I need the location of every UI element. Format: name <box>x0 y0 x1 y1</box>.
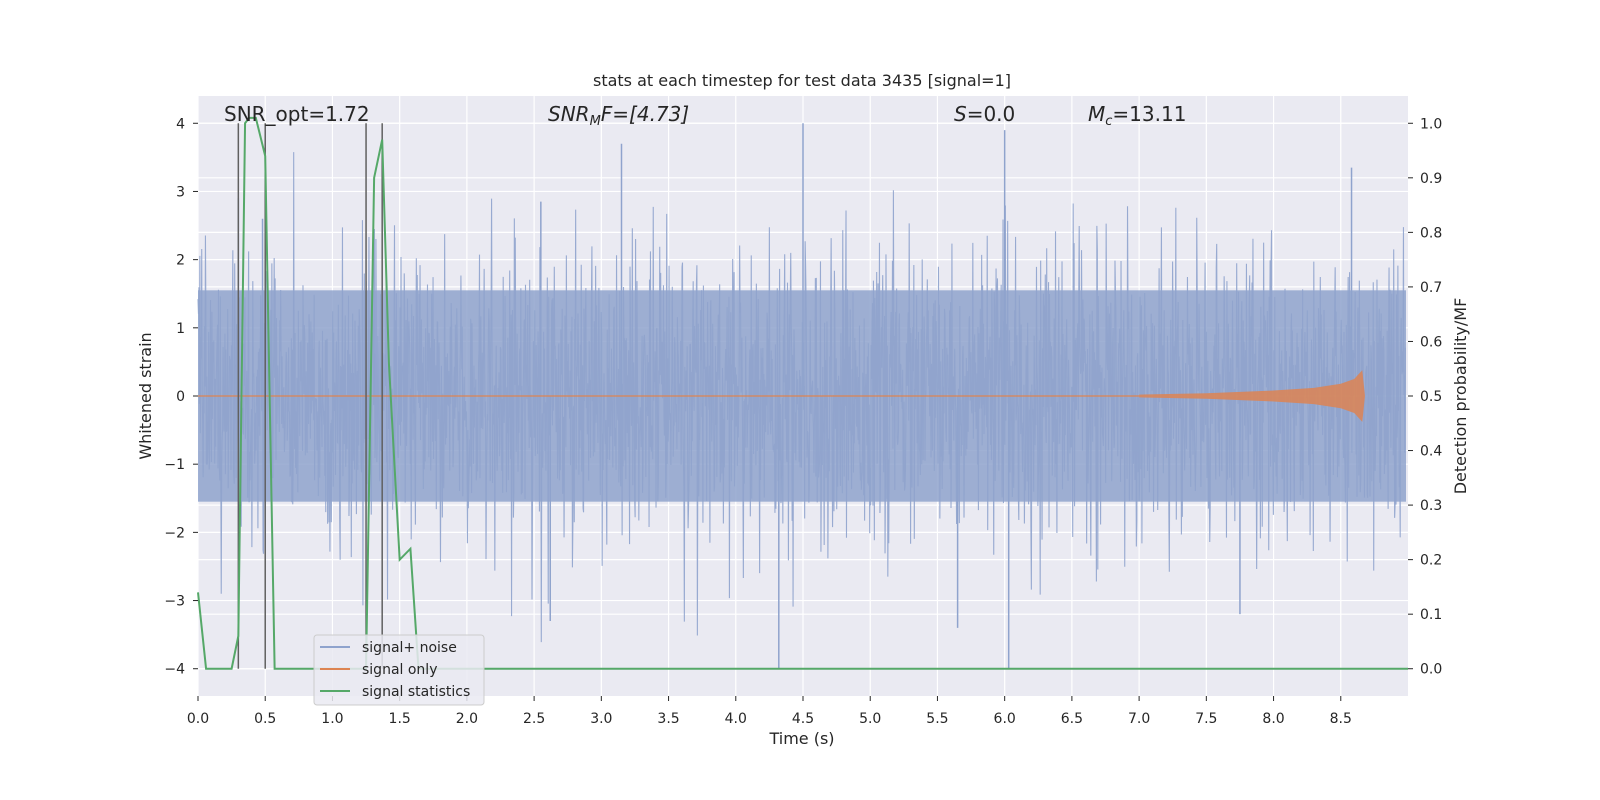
y-left-tick-label-6: 2 <box>176 253 185 269</box>
legend-label-0: signal+ noise <box>362 640 457 656</box>
legend: signal+ noise signal only signal statist… <box>313 634 485 706</box>
x-tick-label-6: 3.0 <box>590 711 612 727</box>
x-tick-label-15: 7.5 <box>1195 711 1217 727</box>
legend-label-1: signal only <box>362 662 437 678</box>
x-tick-label-11: 5.5 <box>926 711 948 727</box>
y-left-tick-label-1: −3 <box>164 594 185 610</box>
s-annotation: S=0.0 <box>954 102 1015 126</box>
s-label: S <box>954 102 967 126</box>
y-right-tick-label-3: 0.3 <box>1420 498 1442 514</box>
y-right-tick-label-6: 0.6 <box>1420 334 1442 350</box>
x-tick-label-12: 6.0 <box>994 711 1016 727</box>
mc-sub: c <box>1105 114 1112 129</box>
x-tick-label-1: 0.5 <box>254 711 276 727</box>
y-right-tick-label-1: 0.1 <box>1420 607 1442 623</box>
mc-annotation: Mc=13.11 <box>1088 102 1186 129</box>
x-tick-label-7: 3.5 <box>657 711 679 727</box>
mc-rest: =13.11 <box>1112 102 1186 126</box>
y-right-tick-label-8: 0.8 <box>1420 225 1442 241</box>
y-left-tick-label-7: 3 <box>176 184 185 200</box>
s-rest: =0.0 <box>967 102 1016 126</box>
y-right-tick-label-7: 0.7 <box>1420 280 1442 296</box>
y-left-tick-label-5: 1 <box>176 321 185 337</box>
y-right-axis-label: Detection probability/MF <box>1451 298 1470 495</box>
snr-opt-annotation: SNR_opt=1.72 <box>224 102 370 126</box>
x-axis-label: Time (s) <box>768 729 834 748</box>
snr-mf-label: SNR <box>548 102 590 126</box>
x-tick-label-10: 5.0 <box>859 711 881 727</box>
x-tick-label-16: 8.0 <box>1262 711 1284 727</box>
y-left-tick-label-4: 0 <box>176 389 185 405</box>
x-tick-label-3: 1.5 <box>389 711 411 727</box>
x-tick-label-2: 1.0 <box>321 711 343 727</box>
y-left-tick-label-8: 4 <box>176 116 185 132</box>
snr-mf-rest: F=[4.73] <box>601 102 689 126</box>
x-tick-label-9: 4.5 <box>792 711 814 727</box>
y-left-axis-ticks: −4 −3 −2 −1 0 1 2 3 4 <box>164 116 198 678</box>
legend-box <box>313 634 485 706</box>
x-tick-label-17: 8.5 <box>1330 711 1352 727</box>
x-tick-label-13: 6.5 <box>1061 711 1083 727</box>
x-tick-label-4: 2.0 <box>456 711 478 727</box>
snr-mf-annotation: SNRMF=[4.73] <box>548 102 689 129</box>
legend-label-2: signal statistics <box>362 684 470 700</box>
y-right-tick-label-4: 0.4 <box>1420 444 1442 460</box>
snr-mf-sub: M <box>590 114 601 129</box>
y-left-axis-label: Whitened strain <box>136 332 155 459</box>
y-right-tick-label-10: 1.0 <box>1420 116 1442 132</box>
x-tick-label-0: 0.0 <box>187 711 209 727</box>
y-right-axis-ticks: 0.0 0.1 0.2 0.3 0.4 0.5 0.6 0.7 0.8 0.9 1.0 <box>1408 116 1442 678</box>
y-left-tick-label-2: −2 <box>164 525 185 541</box>
x-tick-label-8: 4.0 <box>725 711 747 727</box>
mc-label: M <box>1088 102 1105 126</box>
signal-only-envelope <box>1139 370 1365 422</box>
chart-title: stats at each timestep for test data 343… <box>593 71 1011 90</box>
y-right-tick-label-0: 0.0 <box>1420 662 1442 678</box>
y-right-tick-label-9: 0.9 <box>1420 171 1442 187</box>
x-tick-label-14: 7.0 <box>1128 711 1150 727</box>
signal-only-series <box>198 370 1365 422</box>
y-right-tick-label-2: 0.2 <box>1420 553 1442 569</box>
y-right-tick-label-5: 0.5 <box>1420 389 1442 405</box>
annotations: SNR_opt=1.72 SNRMF=[4.73] S=0.0 Mc=13.11 <box>224 102 1186 129</box>
x-axis-ticks: 0.0 0.5 1.0 1.5 2.0 2.5 3.0 3.5 4.0 4.5 5.0 5.5 6.0 6… <box>187 696 1352 727</box>
y-left-tick-label-3: −1 <box>164 457 185 473</box>
x-tick-label-5: 2.5 <box>523 711 545 727</box>
y-left-tick-label-0: −4 <box>164 662 185 678</box>
